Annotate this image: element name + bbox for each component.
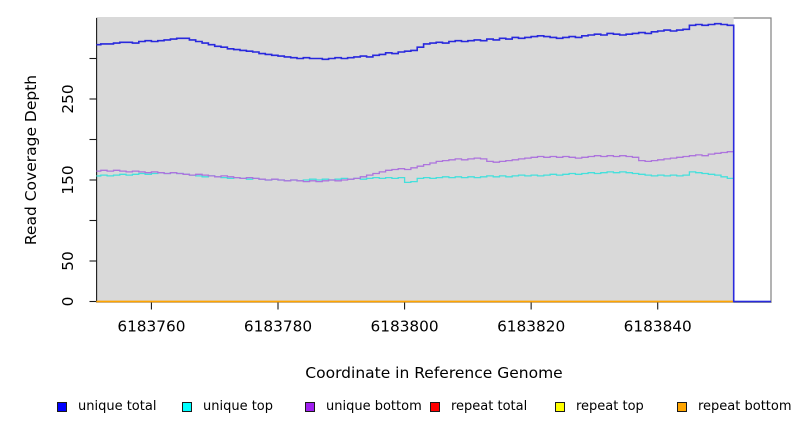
x-tick-label: 6183800 bbox=[371, 318, 439, 336]
x-tick-label: 6183760 bbox=[117, 318, 185, 336]
x-tick-label: 6183820 bbox=[497, 318, 565, 336]
legend-label: unique bottom bbox=[326, 399, 422, 414]
legend-label: repeat top bbox=[576, 399, 644, 414]
legend-label: repeat total bbox=[451, 399, 528, 414]
legend-swatch-repeat-top bbox=[555, 402, 565, 412]
series-line-unique-bottom bbox=[96, 151, 771, 303]
legend-item-unique-total: unique total bbox=[57, 400, 156, 414]
legend-swatch-unique-bottom bbox=[305, 402, 315, 412]
legend-swatch-repeat-bottom bbox=[677, 402, 687, 412]
series-line-unique-top bbox=[96, 171, 771, 303]
legend-swatch-unique-top bbox=[182, 402, 192, 412]
legend-item-unique-bottom: unique bottom bbox=[305, 400, 422, 414]
legend-item-repeat-bottom: repeat bottom bbox=[677, 400, 792, 414]
y-tick-label: 150 bbox=[59, 165, 77, 194]
legend-item-repeat-top: repeat top bbox=[555, 400, 644, 414]
legend-swatch-unique-total bbox=[57, 402, 67, 412]
legend-label: repeat bottom bbox=[698, 399, 792, 414]
x-tick-label: 6183780 bbox=[244, 318, 312, 336]
x-axis-title: Coordinate in Reference Genome bbox=[305, 364, 563, 382]
y-tick-label: 50 bbox=[59, 251, 77, 270]
y-axis-title: Read Coverage Depth bbox=[22, 74, 40, 246]
legend-item-unique-top: unique top bbox=[182, 400, 273, 414]
y-tick-label: 250 bbox=[59, 84, 77, 113]
y-tick-label: 0 bbox=[59, 297, 77, 307]
legend-swatch-repeat-total bbox=[430, 402, 440, 412]
series-line-unique-total bbox=[96, 22, 771, 303]
x-tick-label: 6183840 bbox=[624, 318, 692, 336]
legend-label: unique total bbox=[78, 399, 157, 414]
legend-label: unique top bbox=[203, 399, 274, 414]
legend-item-repeat-total: repeat total bbox=[430, 400, 527, 414]
data-region-background bbox=[96, 17, 734, 303]
